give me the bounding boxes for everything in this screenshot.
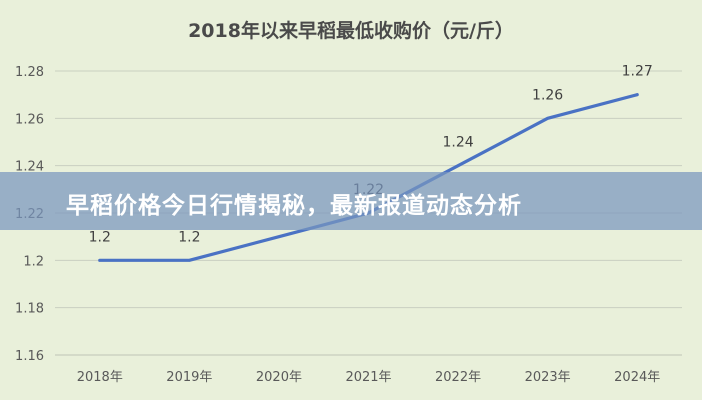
headline-text: 早稻价格今日行情揭秘，最新报道动态分析 bbox=[66, 193, 522, 219]
y-tick-label: 1.2 bbox=[23, 254, 44, 269]
y-tick-label: 1.18 bbox=[15, 302, 44, 317]
data-label: 1.2 bbox=[89, 229, 111, 245]
x-tick-label: 2018年 bbox=[77, 370, 123, 385]
x-tick-label: 2023年 bbox=[525, 370, 571, 385]
x-tick-label: 2019年 bbox=[166, 370, 212, 385]
y-tick-label: 1.16 bbox=[15, 349, 44, 364]
x-tick-label: 2022年 bbox=[435, 370, 481, 385]
y-tick-label: 1.26 bbox=[15, 112, 44, 127]
y-tick-label: 1.24 bbox=[15, 160, 44, 175]
data-label: 1.27 bbox=[622, 64, 653, 80]
data-label: 1.26 bbox=[532, 87, 563, 103]
chart-title: 2018年以来早稻最低收购价（元/斤） bbox=[188, 20, 514, 42]
headline-banner bbox=[0, 172, 702, 230]
data-label: 1.24 bbox=[442, 135, 473, 151]
data-label: 1.2 bbox=[178, 229, 200, 245]
x-tick-label: 2020年 bbox=[256, 370, 302, 385]
x-tick-label: 2024年 bbox=[614, 370, 660, 385]
y-tick-label: 1.28 bbox=[15, 65, 44, 80]
x-tick-label: 2021年 bbox=[345, 370, 391, 385]
